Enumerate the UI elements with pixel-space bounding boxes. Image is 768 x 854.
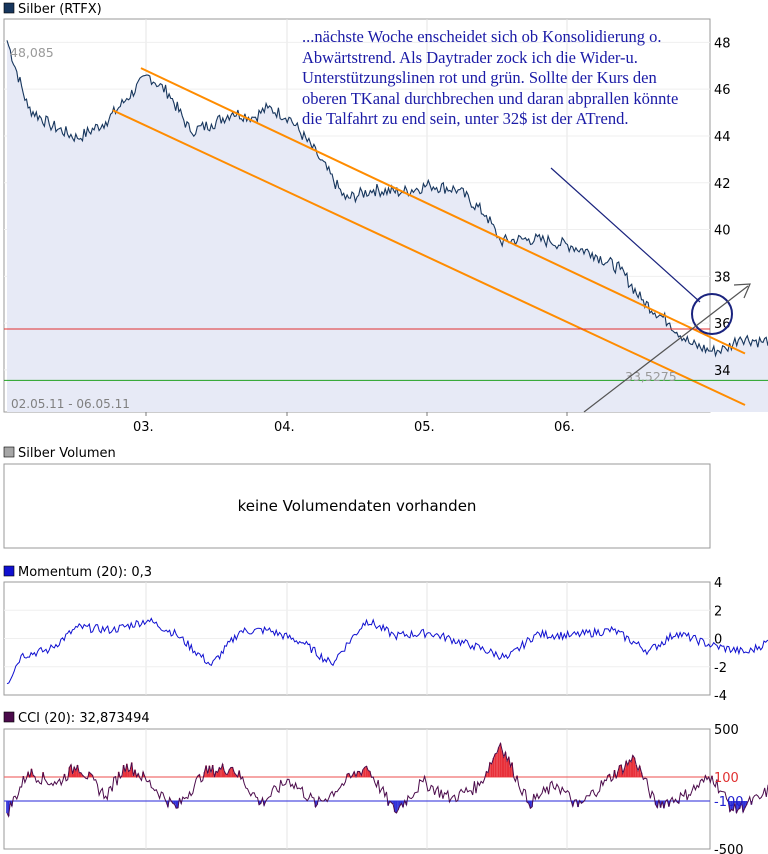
momentum-panel-title: Momentum (20): 0,3	[18, 565, 152, 580]
cci-series	[6, 741, 768, 818]
price-y-tick-label: 34	[714, 364, 731, 379]
momentum-y-tick-label: 4	[714, 576, 722, 591]
breakout-markup	[550, 167, 751, 413]
momentum-y-tick-label: -4	[714, 689, 727, 704]
cci-y-axis: -500 -100 100 500	[714, 723, 744, 854]
price-x-tick-label: 03.	[133, 420, 154, 435]
price-y-tick-label: 48	[714, 36, 731, 51]
breakout-circle	[691, 293, 733, 335]
price-y-tick-label: 46	[714, 83, 731, 98]
breakout-arrowhead	[733, 283, 751, 299]
cci-y-tick-label: -500	[714, 843, 744, 854]
momentum-y-tick-label: 0	[714, 633, 722, 648]
volume-title-marker	[3, 446, 15, 458]
momentum-line	[6, 617, 768, 685]
price-y-tick-label: 40	[714, 224, 731, 239]
price-series	[6, 40, 768, 412]
price-title-marker	[3, 2, 15, 14]
lower-channel-line	[112, 109, 746, 406]
cci-y-tick-label: 500	[714, 723, 739, 738]
annotation-pointer-line	[550, 167, 701, 303]
price-x-tick-label: 04.	[274, 420, 295, 435]
cci-title-marker	[3, 711, 15, 723]
start-value-label: 48,085	[10, 45, 54, 60]
price-y-tick-label: 44	[714, 130, 731, 145]
price-panel-title: Silber (RTFX)	[18, 2, 102, 17]
low-value-label: 33,5275	[625, 369, 677, 384]
price-x-tick-label: 05.	[414, 420, 435, 435]
momentum-series	[6, 617, 768, 685]
cci-y-tick-label: 100	[714, 771, 739, 786]
volume-plot-area	[3, 463, 711, 549]
volume-panel-title: Silber Volumen	[18, 446, 116, 461]
price-x-tick-label: 06.	[554, 420, 575, 435]
cci-line	[6, 741, 768, 818]
momentum-y-axis: -4 -2 0 2 4	[714, 576, 727, 704]
momentum-title-marker	[3, 565, 15, 577]
cci-plot-area	[3, 728, 711, 850]
price-area-fill	[7, 40, 768, 412]
price-y-tick-label: 38	[714, 270, 731, 285]
cci-panel-title: CCI (20): 32,873494	[18, 711, 150, 726]
trader-annotation: ...nächste Woche enscheidet sich ob Kons…	[302, 27, 679, 129]
breakout-arrow-line	[583, 285, 749, 413]
price-y-tick-label: 42	[714, 177, 731, 192]
momentum-y-tick-label: 2	[714, 604, 722, 619]
trend-lines	[4, 67, 768, 406]
cci-y-tick-label: -100	[714, 795, 744, 810]
price-line	[6, 40, 768, 358]
momentum-gridlines	[4, 582, 710, 695]
price-x-axis: 03. 04. 05. 06.	[133, 412, 575, 435]
momentum-y-tick-label: -2	[714, 661, 727, 676]
no-volume-message: keine Volumendaten vorhanden	[237, 497, 477, 515]
upper-channel-line	[140, 67, 746, 355]
date-range-label: 02.05.11 - 06.05.11	[11, 397, 130, 411]
